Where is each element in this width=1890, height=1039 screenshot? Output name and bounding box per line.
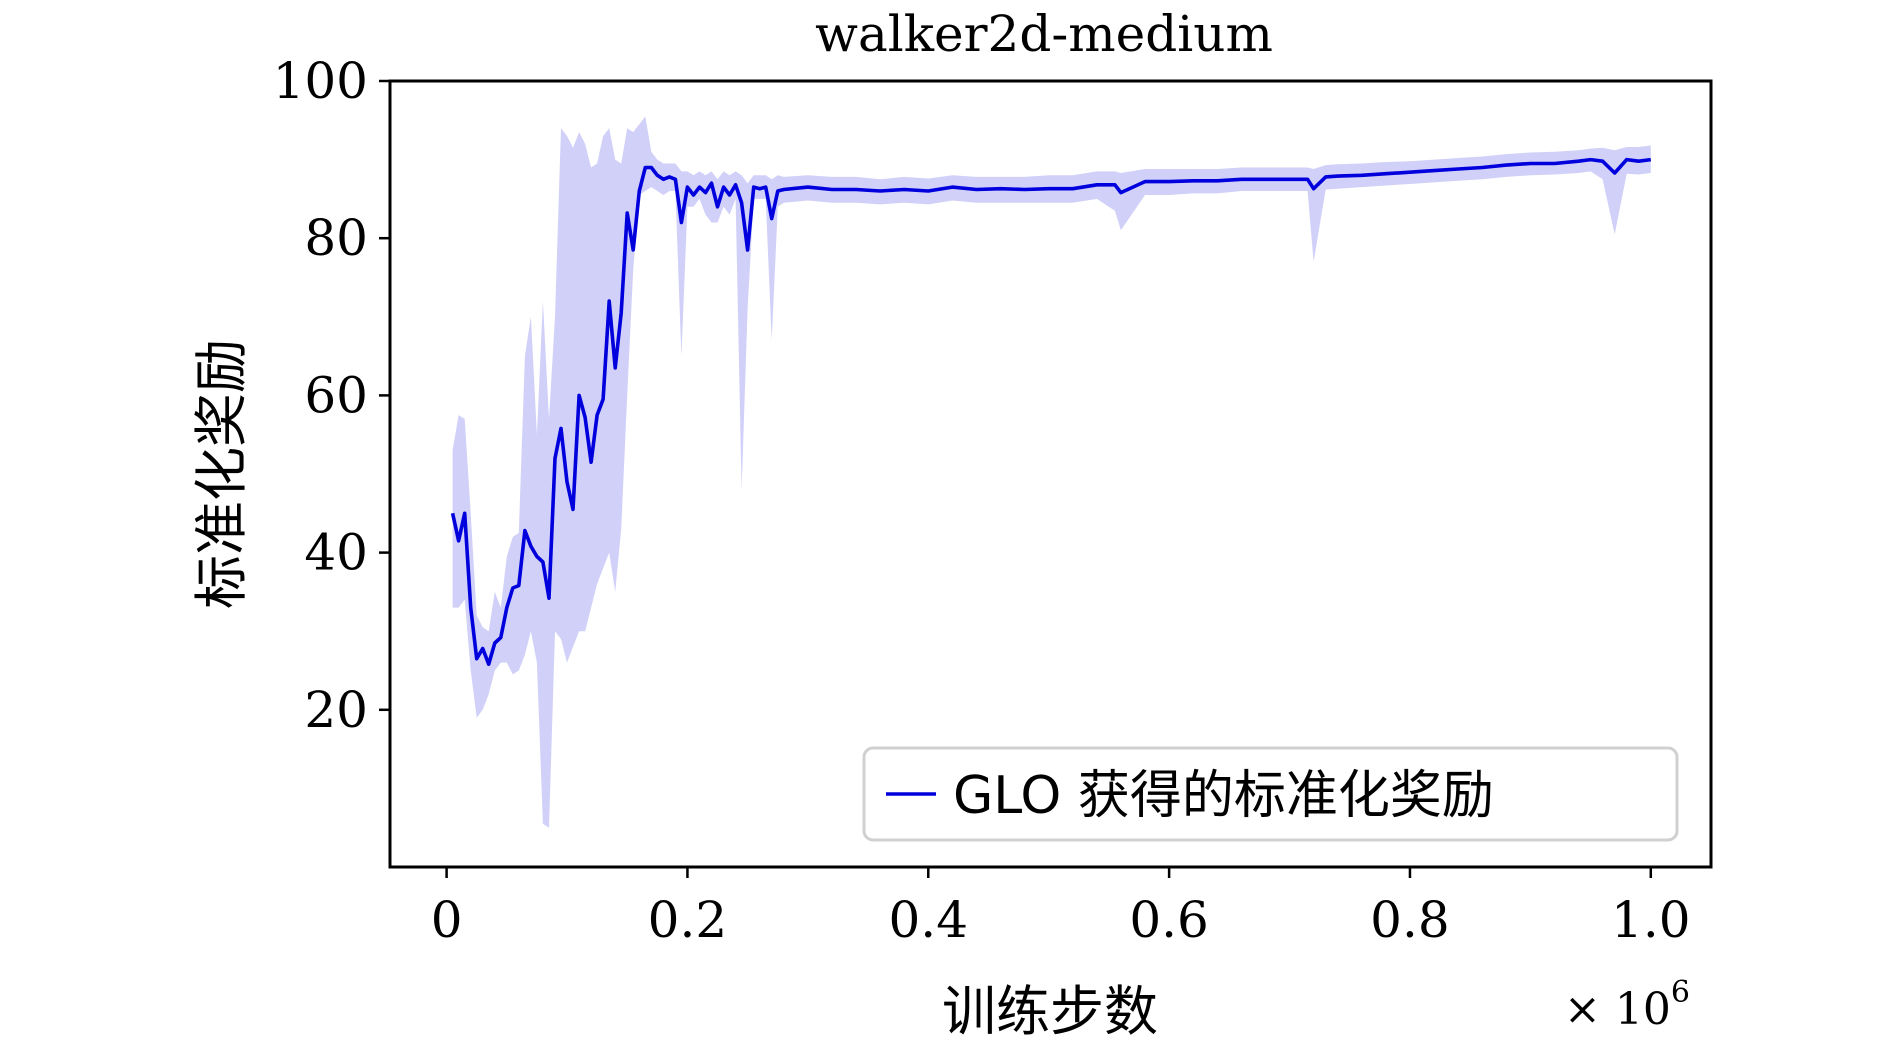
- x-tick-label: 0.6: [1129, 891, 1209, 949]
- x-multiplier-exponent: 6: [1671, 975, 1690, 1010]
- chart-title: walker2d-medium: [815, 5, 1273, 63]
- x-tick-label: 0: [431, 891, 463, 949]
- x-tick-label: 0.4: [889, 891, 969, 949]
- x-axis: 0 0.2 0.4 0.6 0.8 1.0: [431, 867, 1691, 949]
- legend: GLO 获得的标准化奖励: [862, 746, 1679, 842]
- plot-area: [450, 116, 1652, 828]
- y-tick-label: 20: [304, 681, 368, 739]
- x-tick-label: 0.8: [1370, 891, 1450, 949]
- x-tick-label: 0.2: [648, 891, 728, 949]
- legend-box: [862, 746, 1679, 842]
- x-axis-label: 训练步数: [942, 980, 1158, 1039]
- y-tick-label: 80: [304, 209, 368, 267]
- y-axis: 20 40 60 80 100: [273, 52, 390, 739]
- x-tick-label: 1.0: [1611, 891, 1691, 949]
- confidence-band: [452, 116, 1651, 828]
- plot-frame: [388, 79, 1713, 869]
- y-tick-label: 100: [273, 52, 368, 110]
- legend-label: GLO 获得的标准化奖励: [953, 766, 1494, 826]
- y-tick-label: 40: [304, 524, 368, 582]
- x-multiplier-base: × 10: [1564, 984, 1671, 1035]
- y-tick-label: 60: [304, 366, 368, 424]
- mean-line: [450, 157, 1652, 666]
- y-axis-label: 标准化奖励: [190, 339, 253, 609]
- x-axis-multiplier: × 106: [1564, 975, 1690, 1035]
